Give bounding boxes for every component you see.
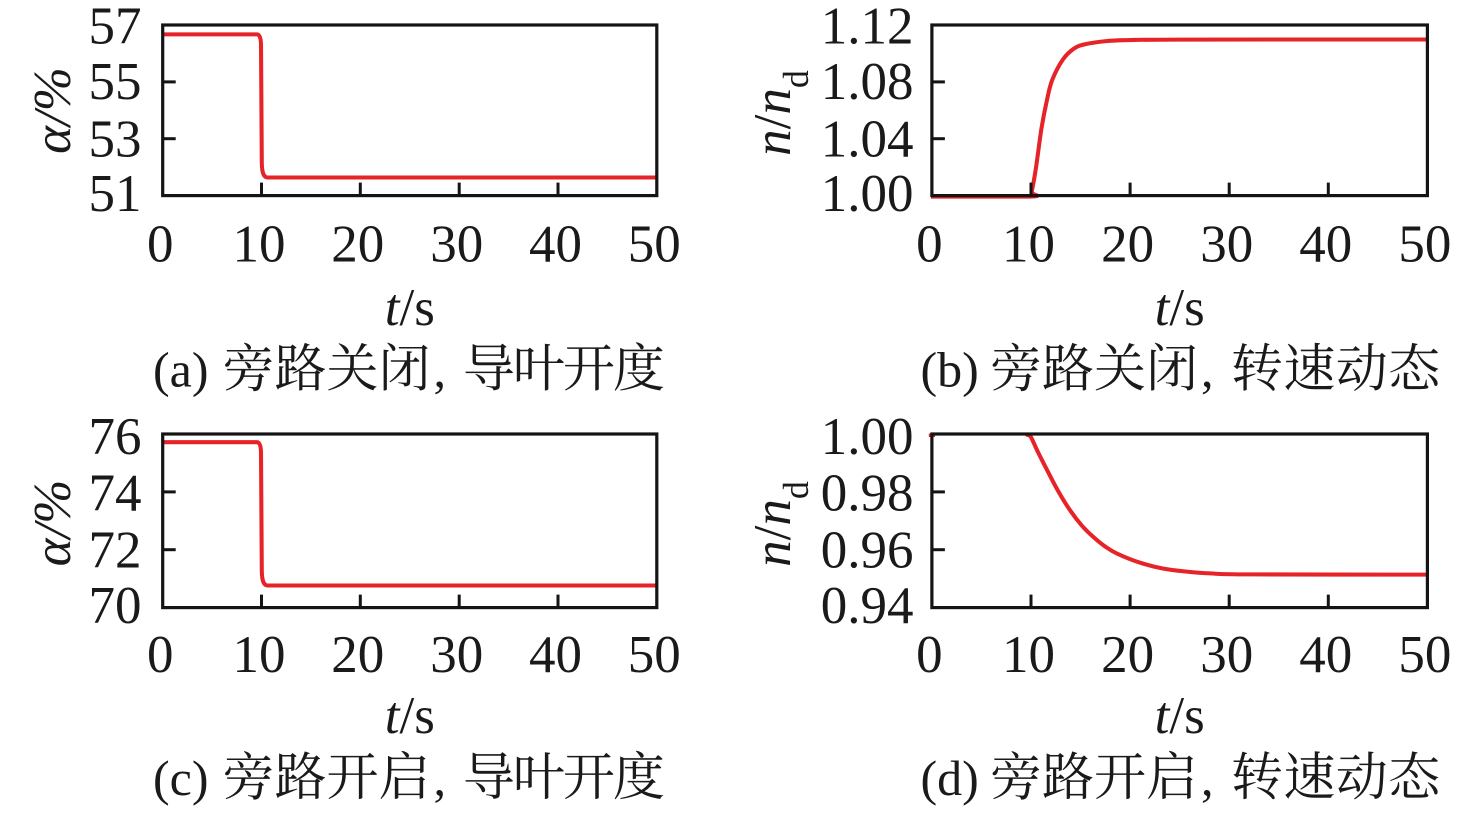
svg-text:,: , xyxy=(1201,342,1214,398)
svg-text:10: 10 xyxy=(1002,216,1055,274)
svg-text:72: 72 xyxy=(89,522,142,580)
svg-text:0.96: 0.96 xyxy=(821,522,914,580)
svg-text:30: 30 xyxy=(1200,216,1253,274)
svg-text:76: 76 xyxy=(89,408,142,466)
svg-text:20: 20 xyxy=(331,626,384,684)
svg-text:57: 57 xyxy=(89,0,142,56)
svg-text:50: 50 xyxy=(628,626,681,684)
svg-text:0: 0 xyxy=(147,216,174,274)
svg-text:20: 20 xyxy=(331,216,384,274)
svg-text:30: 30 xyxy=(430,626,483,684)
svg-text:1.00: 1.00 xyxy=(821,165,914,223)
svg-text:α/%: α/% xyxy=(24,480,82,567)
svg-text:51: 51 xyxy=(89,165,142,223)
svg-text:1.00: 1.00 xyxy=(821,408,914,466)
svg-text:10: 10 xyxy=(1002,626,1055,684)
svg-text:55: 55 xyxy=(89,53,142,111)
svg-text:,: , xyxy=(1201,750,1214,806)
svg-text:0.98: 0.98 xyxy=(821,465,914,523)
svg-text:t/s: t/s xyxy=(1155,687,1205,745)
svg-text:40: 40 xyxy=(529,626,582,684)
svg-text:20: 20 xyxy=(1101,626,1154,684)
svg-text:(c): (c) xyxy=(153,750,209,806)
svg-text:(a): (a) xyxy=(153,342,209,398)
svg-text:1.08: 1.08 xyxy=(821,53,914,111)
svg-text:(b): (b) xyxy=(921,342,979,398)
svg-text:10: 10 xyxy=(233,216,286,274)
svg-text:(d): (d) xyxy=(921,750,979,806)
svg-text:α/%: α/% xyxy=(24,67,82,154)
svg-text:0: 0 xyxy=(916,216,943,274)
svg-text:40: 40 xyxy=(1299,216,1352,274)
svg-text:40: 40 xyxy=(1299,626,1352,684)
svg-text:0.94: 0.94 xyxy=(821,577,914,635)
svg-text:,: , xyxy=(434,342,447,398)
svg-text:74: 74 xyxy=(89,465,142,523)
svg-text:1.12: 1.12 xyxy=(821,0,914,56)
svg-text:0: 0 xyxy=(147,626,174,684)
svg-text:50: 50 xyxy=(1398,626,1451,684)
svg-text:70: 70 xyxy=(89,577,142,635)
svg-text:1.04: 1.04 xyxy=(821,111,914,169)
svg-text:,: , xyxy=(434,750,447,806)
svg-text:10: 10 xyxy=(233,626,286,684)
svg-text:t/s: t/s xyxy=(385,687,435,745)
svg-text:20: 20 xyxy=(1101,216,1154,274)
svg-text:53: 53 xyxy=(89,111,142,169)
svg-text:t/s: t/s xyxy=(1155,279,1205,337)
svg-text:0: 0 xyxy=(916,626,943,684)
svg-text:t/s: t/s xyxy=(385,279,435,337)
svg-text:50: 50 xyxy=(1398,216,1451,274)
svg-text:40: 40 xyxy=(529,216,582,274)
svg-text:50: 50 xyxy=(628,216,681,274)
svg-text:30: 30 xyxy=(1200,626,1253,684)
svg-text:30: 30 xyxy=(430,216,483,274)
